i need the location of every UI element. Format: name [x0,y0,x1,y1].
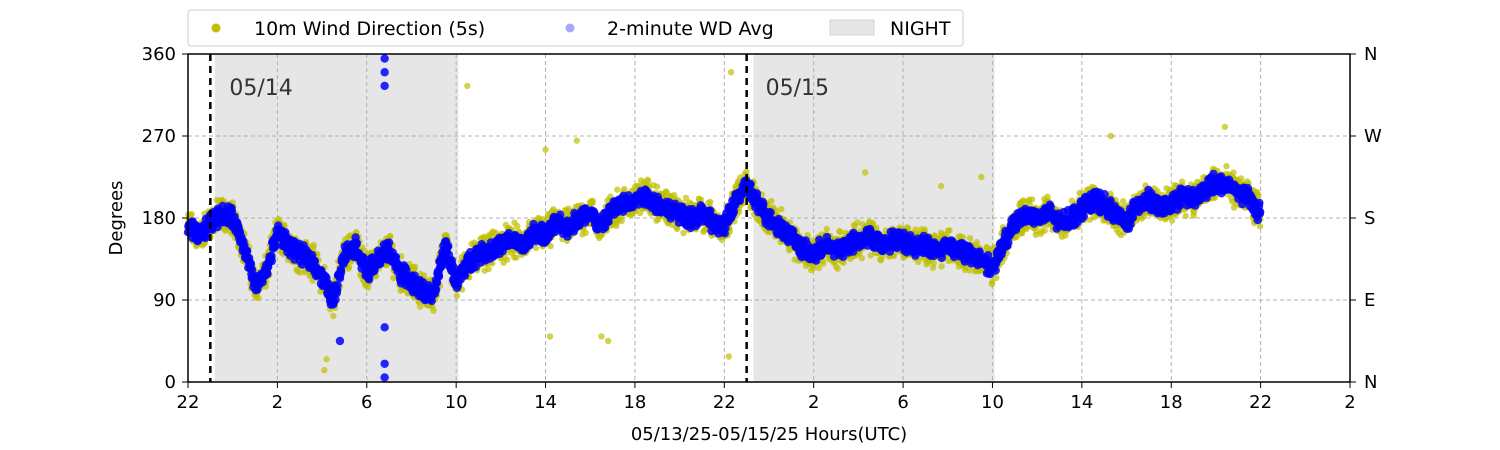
data-point [589,197,596,205]
data-point [645,178,652,185]
data-point [815,264,823,272]
data-point [547,242,554,250]
data-point [840,259,847,266]
data-point [514,222,521,230]
data-point [1182,212,1190,220]
data-point [532,244,540,252]
data-point [416,303,424,310]
data-point [725,353,732,360]
data-point [504,256,511,263]
data-point [387,232,394,240]
data-point [707,198,714,206]
data-point [352,238,361,248]
data-points-layer [183,54,1265,382]
data-point [930,259,937,267]
data-point [464,82,471,90]
data-point [604,337,612,345]
data-point [618,217,625,224]
data-point [854,219,861,226]
data-point [837,228,844,236]
data-point [267,256,276,266]
data-point [938,263,945,270]
data-point [937,182,945,190]
data-point [242,246,252,255]
data-point [682,194,690,202]
data-point [255,294,262,302]
data-point [858,255,865,262]
data-point [810,264,817,272]
data-point [513,254,520,261]
data-point [973,239,980,246]
data-point [365,284,372,291]
data-point [820,260,827,267]
data-point [1255,191,1262,199]
data-point [1107,132,1115,140]
data-point [546,333,554,340]
data-point [1028,196,1036,203]
data-point [614,186,621,193]
data-point [384,238,394,247]
data-point [201,233,210,243]
data-point [444,242,453,251]
data-point [411,263,419,271]
data-point [1168,217,1176,224]
data-point [778,206,785,213]
data-point [582,229,589,236]
data-point [966,235,974,242]
data-point [621,185,628,193]
data-point [1041,227,1048,234]
data-point [978,173,985,181]
data-point [573,137,581,144]
data-point [768,197,775,205]
data-point [453,292,461,300]
data-point [188,211,195,218]
data-point [323,356,330,363]
data-point [673,225,681,232]
data-point [727,69,735,76]
data-point [598,333,605,340]
data-point [337,267,346,276]
data-point [823,225,830,233]
data-point [946,227,953,234]
data-point [330,312,337,320]
data-point [321,366,328,374]
data-point [485,265,492,273]
data-point [296,269,304,276]
data-point [434,272,444,281]
data-point [430,307,437,314]
data-point [993,274,1000,282]
data-point [861,169,869,176]
data-point [1230,169,1237,176]
data-point [1120,198,1127,205]
data-point [680,229,687,237]
data-point [542,146,549,153]
data-point [310,241,317,249]
data-point [653,183,661,190]
data-point [1223,163,1230,170]
data-point [1221,123,1229,131]
data-point [834,265,841,272]
